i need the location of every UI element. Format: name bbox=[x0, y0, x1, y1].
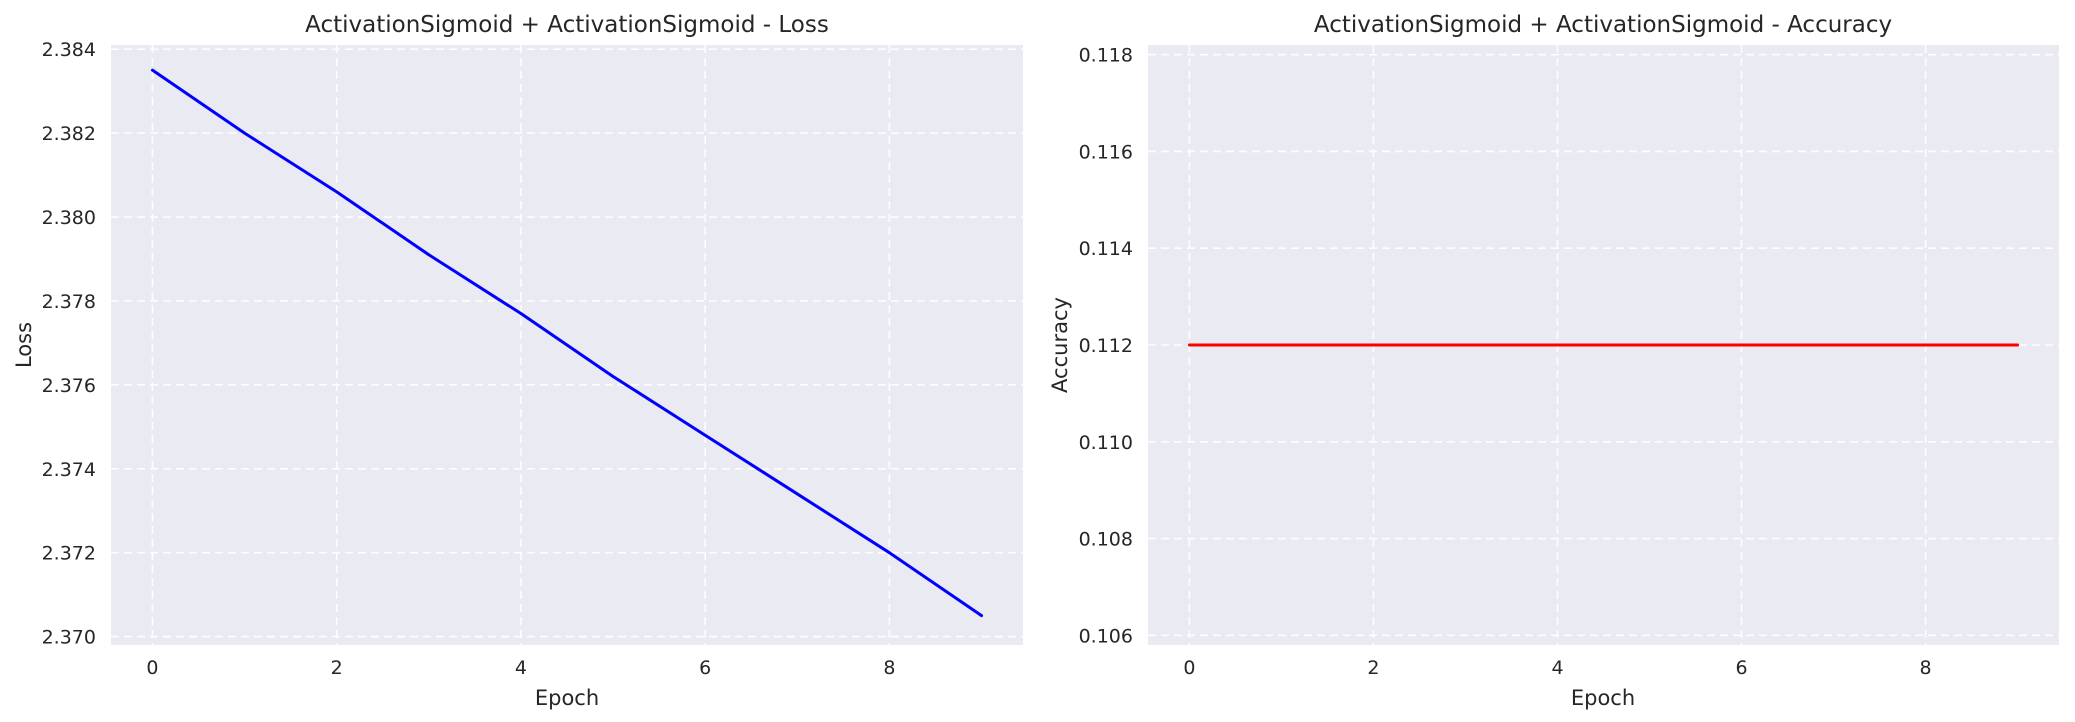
loss-y-tick-label: 2.370 bbox=[42, 627, 96, 649]
loss-y-axis-label: Loss bbox=[12, 322, 36, 368]
loss-x-tick-label: 2 bbox=[331, 657, 343, 679]
loss-y-ticks: 2.370 2.372 2.374 2.376 2.378 2.380 2.382 2.384 bbox=[42, 39, 96, 648]
loss-x-tick-label: 4 bbox=[515, 657, 527, 679]
loss-y-tick-label: 2.382 bbox=[42, 123, 96, 145]
accuracy-y-tick-label: 0.108 bbox=[1079, 529, 1133, 551]
accuracy-y-tick-label: 0.118 bbox=[1079, 45, 1133, 67]
loss-y-tick-label: 2.380 bbox=[42, 207, 96, 229]
accuracy-y-tick-label: 0.112 bbox=[1079, 335, 1133, 357]
loss-y-tick-label: 2.378 bbox=[42, 291, 96, 313]
loss-y-tick-label: 2.384 bbox=[42, 39, 96, 61]
accuracy-chart-title: ActivationSigmoid + ActivationSigmoid - … bbox=[1314, 12, 1892, 38]
loss-x-ticks: 0 2 4 6 8 bbox=[146, 657, 895, 679]
accuracy-y-tick-label: 0.116 bbox=[1079, 141, 1133, 163]
loss-x-tick-label: 0 bbox=[146, 657, 158, 679]
loss-lines bbox=[150, 68, 984, 618]
loss-chart: ActivationSigmoid + ActivationSigmoid - … bbox=[12, 12, 1023, 710]
loss-chart-title: ActivationSigmoid + ActivationSigmoid - … bbox=[305, 12, 829, 38]
accuracy-x-tick-label: 6 bbox=[1735, 657, 1747, 679]
loss-x-tick-label: 6 bbox=[699, 657, 711, 679]
loss-y-tick-label: 2.376 bbox=[42, 375, 96, 397]
loss-y-tick-label: 2.374 bbox=[42, 459, 96, 481]
accuracy-y-tick-label: 0.114 bbox=[1079, 238, 1133, 260]
accuracy-x-tick-label: 0 bbox=[1183, 657, 1195, 679]
loss-series-line-0 bbox=[150, 68, 984, 618]
loss-x-axis-label: Epoch bbox=[535, 686, 599, 710]
loss-y-tick-label: 2.372 bbox=[42, 543, 96, 565]
loss-grid bbox=[111, 45, 1023, 645]
accuracy-y-axis-label: Accuracy bbox=[1048, 297, 1072, 393]
accuracy-x-ticks: 0 2 4 6 8 bbox=[1183, 657, 1931, 679]
accuracy-chart: ActivationSigmoid + ActivationSigmoid - … bbox=[1048, 12, 2059, 710]
accuracy-y-tick-label: 0.110 bbox=[1079, 432, 1133, 454]
accuracy-x-tick-label: 4 bbox=[1551, 657, 1563, 679]
loss-x-tick-label: 8 bbox=[883, 657, 895, 679]
accuracy-y-ticks: 0.106 0.108 0.110 0.112 0.114 0.116 0.118 bbox=[1079, 45, 1133, 648]
accuracy-x-tick-label: 2 bbox=[1367, 657, 1379, 679]
accuracy-x-tick-label: 8 bbox=[1920, 657, 1932, 679]
accuracy-y-tick-label: 0.106 bbox=[1079, 625, 1133, 647]
accuracy-x-axis-label: Epoch bbox=[1571, 686, 1635, 710]
